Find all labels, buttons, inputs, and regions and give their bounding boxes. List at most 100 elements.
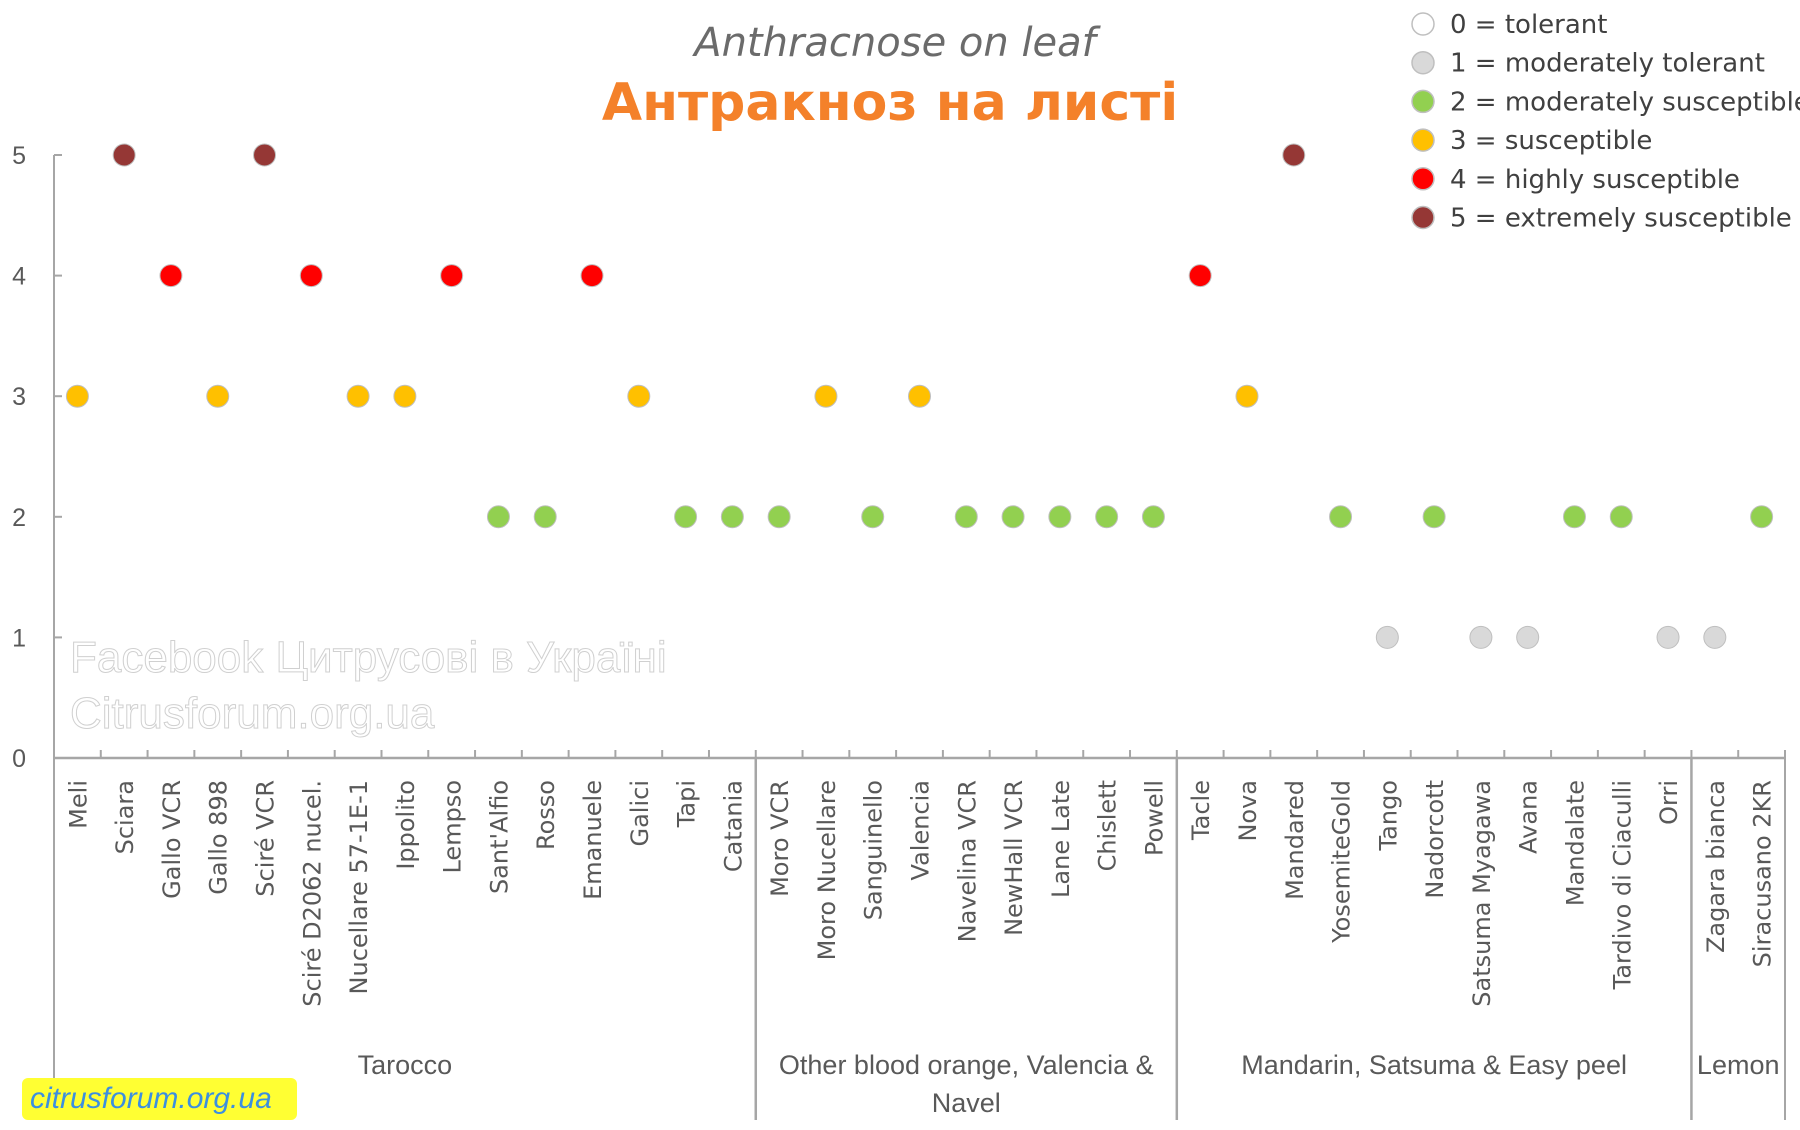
data-point — [1141, 505, 1165, 529]
y-tick-label: 1 — [12, 624, 26, 652]
chart-subtitle: Антракноз на листі — [602, 73, 1178, 133]
data-point — [1562, 505, 1586, 529]
category-label: Sant'Alfio — [485, 780, 513, 894]
category-label: Mandared — [1281, 780, 1309, 900]
category-label: Ippolito — [392, 780, 420, 870]
data-point — [346, 384, 370, 408]
category-label: Sciara — [111, 780, 139, 854]
data-point — [440, 264, 464, 288]
category-label: Lane Late — [1047, 780, 1075, 898]
legend-marker — [1411, 205, 1435, 230]
data-point — [1516, 625, 1540, 649]
category-label: Tapi — [673, 780, 701, 828]
data-points — [65, 143, 1774, 649]
category-label: NewHall VCR — [1000, 780, 1028, 936]
category-label: Moro Nucellare — [813, 780, 841, 960]
group-label: Other blood orange, Valencia & — [779, 1050, 1154, 1080]
group-label: Tarocco — [358, 1050, 453, 1080]
y-tick-label: 5 — [12, 142, 26, 170]
data-point — [861, 505, 885, 529]
chart-title: Anthracnose on leaf — [691, 20, 1101, 66]
data-point — [486, 505, 510, 529]
data-point — [767, 505, 791, 529]
data-point — [65, 384, 89, 408]
y-tick-label: 4 — [12, 263, 26, 291]
group-label: Mandarin, Satsuma & Easy peel — [1241, 1050, 1627, 1080]
legend-marker — [1411, 50, 1435, 75]
watermark-site-badge: citrusforum.org.ua — [22, 1078, 297, 1120]
watermark-facebook-text: Facebook Цитрусові в Україні — [70, 633, 667, 682]
data-point — [1188, 264, 1212, 288]
data-point — [1703, 625, 1727, 649]
data-point — [253, 143, 277, 167]
legend-label: 3 = susceptible — [1450, 126, 1652, 156]
data-point — [1235, 384, 1259, 408]
category-label: Catania — [719, 780, 747, 872]
data-point — [1609, 505, 1633, 529]
legend-label: 5 = extremely susceptible — [1450, 204, 1792, 234]
data-point — [1048, 505, 1072, 529]
legend-marker — [1411, 167, 1435, 191]
data-point — [1656, 625, 1680, 649]
legend-label: 1 = moderately tolerant — [1450, 49, 1765, 79]
data-point — [954, 505, 978, 529]
data-point — [393, 384, 417, 408]
category-label: Orri — [1655, 780, 1683, 825]
data-point — [1750, 505, 1774, 529]
data-point — [627, 384, 651, 408]
data-point — [1095, 505, 1119, 529]
category-label: Zagara bianca — [1702, 780, 1730, 953]
legend-marker — [1411, 128, 1435, 152]
category-label: Nucellare 57-1E-1 — [345, 780, 373, 994]
legend-marker — [1411, 12, 1435, 36]
data-point — [1422, 505, 1446, 529]
category-label: Sciré D2062 nucel. — [298, 780, 326, 1007]
data-point — [814, 384, 838, 408]
data-point — [299, 264, 323, 288]
data-point — [1375, 625, 1399, 649]
y-tick-label: 2 — [12, 504, 26, 532]
group-label: Lemon — [1697, 1050, 1780, 1080]
category-label: Emanuele — [579, 780, 607, 900]
data-point — [112, 143, 136, 167]
data-point — [674, 505, 698, 529]
category-label: Satsuma Myagawa — [1468, 780, 1496, 1007]
data-point — [1469, 625, 1493, 649]
category-label: Sanguinello — [860, 780, 888, 920]
y-tick-label: 0 — [12, 745, 26, 773]
category-label: Lempso — [439, 780, 467, 874]
legend-label: 0 = tolerant — [1450, 10, 1607, 40]
category-label: Moro VCR — [766, 780, 794, 897]
category-label: Tango — [1374, 780, 1402, 852]
category-label: Gallo 898 — [205, 780, 233, 895]
category-label: Meli — [64, 780, 92, 829]
category-label: Rosso — [532, 780, 560, 850]
category-label: Nadorcott — [1421, 780, 1449, 899]
data-point — [1282, 143, 1306, 167]
category-label: Nova — [1234, 780, 1262, 842]
category-label: Chislett — [1094, 780, 1122, 871]
data-point — [159, 264, 183, 288]
category-label: YosemiteGold — [1328, 780, 1356, 944]
legend: 0 = tolerant 1 = moderately tolerant 2 = m… — [1411, 10, 1800, 234]
category-label: Avana — [1515, 780, 1543, 854]
watermark-site-badge-text: citrusforum.org.ua — [30, 1082, 272, 1115]
category-label: Navelina VCR — [953, 780, 981, 942]
data-point — [533, 505, 557, 529]
category-label: Tacle — [1187, 780, 1215, 841]
data-point — [580, 264, 604, 288]
legend-label: 2 = moderately susceptible — [1450, 87, 1800, 117]
data-point — [206, 384, 230, 408]
category-label: Valencia — [907, 780, 935, 880]
category-label: Mandalate — [1561, 780, 1589, 906]
category-label: Sciré VCR — [252, 780, 280, 897]
legend-marker — [1411, 89, 1435, 114]
data-point — [1329, 505, 1353, 529]
watermark-site-overlay: Citrusforum.org.ua — [70, 689, 435, 738]
category-label: Gallo VCR — [158, 780, 186, 899]
axes: 0 1 2 3 4 5 Meli Sciara Gallo VCR Gallo 898 Sciré … — [12, 142, 1786, 1120]
category-label: Galici — [626, 780, 654, 847]
watermark-facebook: Facebook Цитрусові в Україні Citrusforum… — [70, 633, 668, 739]
category-label: Tardivo di Ciaculli — [1608, 780, 1636, 990]
